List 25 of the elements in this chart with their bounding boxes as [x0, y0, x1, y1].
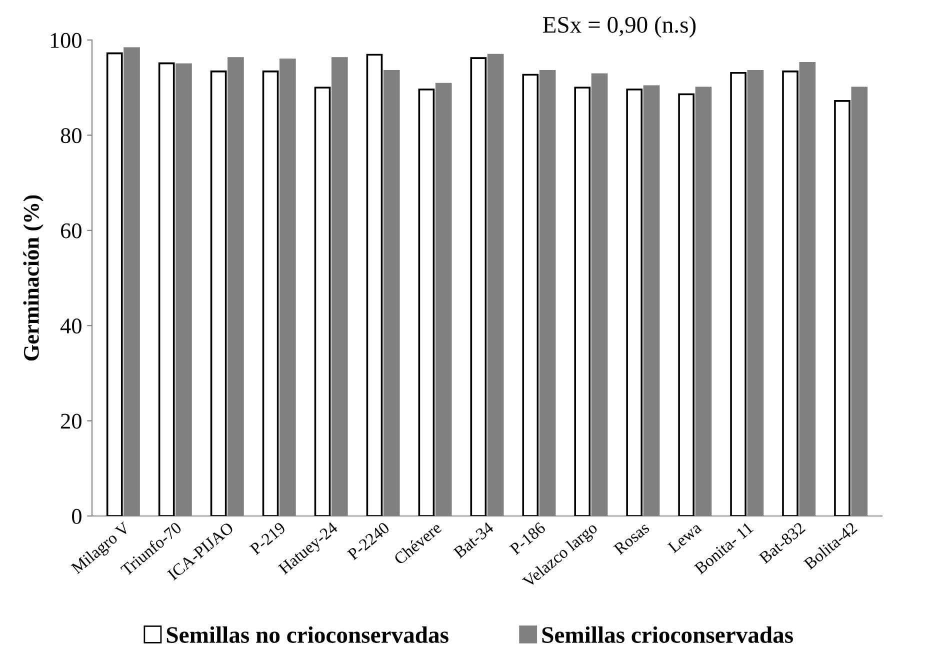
y-tick-label: 20	[61, 414, 82, 429]
bar	[626, 88, 643, 516]
legend-label: Semillas crioconservadas	[542, 626, 793, 643]
y-tick-label: 0	[72, 508, 82, 524]
bar	[678, 93, 694, 516]
text: ESx = 0,90 (n.s)	[542, 16, 696, 38]
y-tick-label: 60	[61, 223, 82, 238]
bar	[210, 70, 227, 516]
y-tick-label: 100	[50, 32, 82, 48]
bar	[470, 57, 487, 516]
bar	[574, 86, 591, 516]
y-tick-label: 40	[60, 318, 82, 334]
bar	[158, 62, 175, 516]
y-axis-title: Germinación (%)	[23, 195, 44, 361]
bar	[782, 70, 798, 516]
bar	[418, 88, 435, 516]
bar	[314, 86, 331, 516]
bar	[522, 74, 539, 516]
bar	[106, 52, 123, 516]
bar	[366, 54, 383, 516]
bar	[834, 100, 850, 516]
y-tick-label: 80	[60, 128, 82, 144]
bar	[730, 72, 746, 516]
legend-label: Semillas no crioconservadas	[166, 626, 448, 643]
bar	[262, 70, 279, 516]
